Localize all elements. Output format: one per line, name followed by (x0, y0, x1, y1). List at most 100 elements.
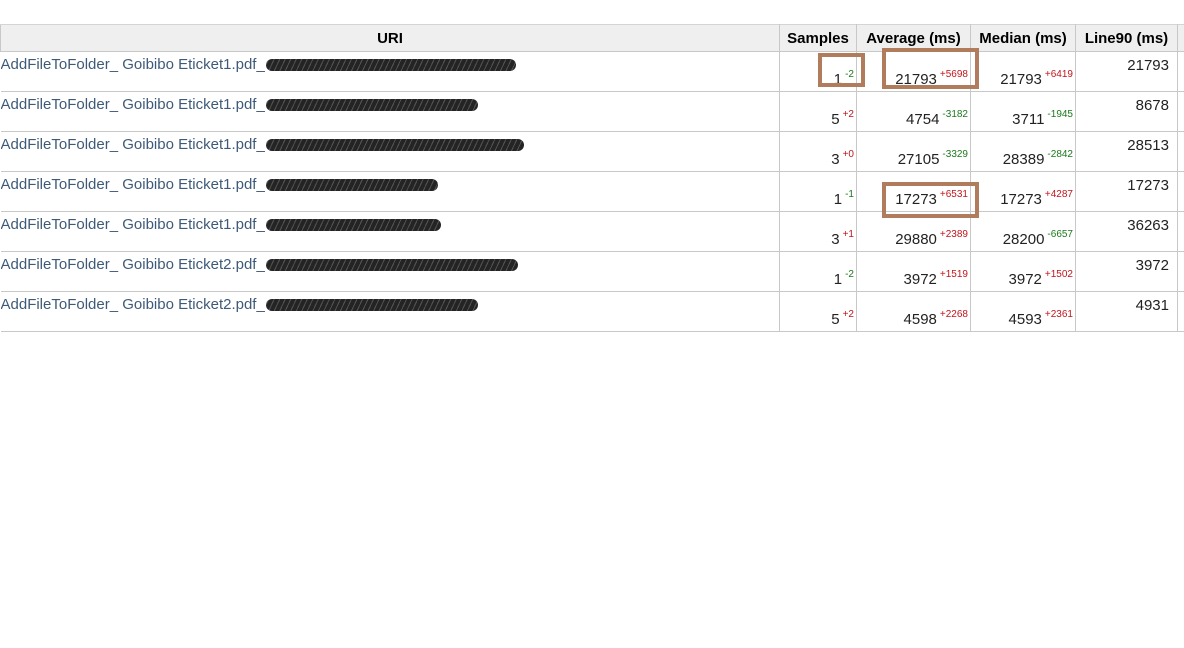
average-cell: 3972 +1519 (856, 251, 971, 292)
samples-cell: 1 -2 (779, 251, 857, 292)
average-delta: +2389 (939, 229, 968, 240)
overflow-cell (1177, 131, 1184, 172)
samples-value: 3 (831, 151, 840, 168)
table-row[interactable]: AddFileToFolder_ Goibibo Eticket1.pdf_ 3 +… (0, 131, 1184, 172)
overflow-cell (1177, 211, 1184, 252)
overflow-cell (1177, 171, 1184, 212)
table-row[interactable]: AddFileToFolder_ Goibibo Eticket1.pdf_ 1-… (0, 171, 1184, 212)
samples-cell: 1 -1 (779, 171, 857, 212)
samples-delta: +2 (842, 309, 854, 320)
median-delta: -2842 (1047, 149, 1073, 160)
line90-cell: 3972 (1075, 251, 1178, 292)
uri-link[interactable]: AddFileToFolder_ Goibibo Eticket1.pdf_ (0, 216, 265, 233)
median-value: 28200 (1002, 231, 1045, 248)
uri-link[interactable]: AddFileToFolder_ Goibibo Eticket2.pdf_ (0, 296, 265, 313)
samples-value: 1 (833, 191, 843, 208)
line90-cell: 17273 (1075, 171, 1178, 212)
average-cell: 29880 +2389 (856, 211, 971, 252)
median-delta: +2361 (1044, 309, 1073, 320)
uri-cell[interactable]: AddFileToFolder_ Goibibo Eticket1.pdf_ (0, 51, 780, 92)
table-row[interactable]: AddFileToFolder_ Goibibo Eticket1.pdf_ 3 +… (0, 211, 1184, 252)
average-delta: +1519 (939, 269, 968, 280)
median-cell: 3711 -1945 (970, 91, 1076, 132)
average-cell: 4754 -3182 (856, 91, 971, 132)
samples-delta: +2 (842, 109, 854, 120)
uri-link[interactable]: AddFileToFolder_ Goibibo Eticket1.pdf_ (0, 96, 265, 113)
average-value: 21793 (895, 71, 937, 88)
average-delta: -3182 (942, 109, 968, 120)
average-value: 29880 (895, 231, 937, 248)
average-cell: 17273 +6531 (856, 171, 971, 212)
header-line90[interactable]: Line90 (ms) (1075, 24, 1178, 52)
median-value: 3972 (1008, 271, 1042, 288)
median-value: 4593 (1008, 311, 1042, 328)
average-cell: 21793 +5698 (856, 51, 971, 92)
median-delta: +1502 (1044, 269, 1073, 280)
table-row[interactable]: AddFileToFolder_ Goibibo Eticket2.pdf_ 5 +… (0, 291, 1184, 332)
median-cell: 4593 +2361 (970, 291, 1076, 332)
line90-value: 21793 (1127, 57, 1169, 74)
line90-value: 17273 (1127, 177, 1169, 194)
uri-cell[interactable]: AddFileToFolder_ Goibibo Eticket2.pdf_ (0, 251, 780, 292)
uri-link[interactable]: AddFileToFolder_ Goibibo Eticket1.pdf_ (0, 176, 265, 193)
redacted-email-scribble (265, 179, 438, 192)
header-row: URI Samples Average (ms) Median (ms) Lin… (0, 24, 1184, 52)
line90-value: 36263 (1127, 217, 1169, 234)
average-cell: 27105 -3329 (856, 131, 971, 172)
redacted-email-scribble (265, 259, 518, 272)
redacted-email-scribble (265, 299, 478, 312)
average-value: 4754 (906, 111, 940, 128)
line90-value: 4931 (1135, 297, 1169, 314)
line90-cell: 4931 (1075, 291, 1178, 332)
uri-cell[interactable]: AddFileToFolder_ Goibibo Eticket1.pdf_ (0, 131, 780, 172)
median-cell: 28200 -6657 (970, 211, 1076, 252)
overflow-cell (1177, 91, 1184, 132)
redacted-email-scribble (265, 99, 478, 112)
line90-value: 8678 (1135, 97, 1169, 114)
overflow-cell (1177, 251, 1184, 292)
samples-value: 3 (831, 231, 840, 248)
header-uri[interactable]: URI (0, 24, 780, 52)
average-value: 27105 (897, 151, 940, 168)
table-row[interactable]: AddFileToFolder_ Goibibo Eticket2.pdf_ 1-… (0, 251, 1184, 292)
uri-cell[interactable]: AddFileToFolder_ Goibibo Eticket1.pdf_ (0, 171, 780, 212)
line90-value: 3972 (1135, 257, 1169, 274)
median-delta: +6419 (1044, 69, 1073, 80)
median-cell: 3972 +1502 (970, 251, 1076, 292)
uri-link[interactable]: AddFileToFolder_ Goibibo Eticket1.pdf_ (0, 56, 265, 73)
line90-value: 28513 (1127, 137, 1169, 154)
overflow-cell (1177, 291, 1184, 332)
uri-cell[interactable]: AddFileToFolder_ Goibibo Eticket2.pdf_ (0, 291, 780, 332)
average-delta: -3329 (942, 149, 968, 160)
uri-link[interactable]: AddFileToFolder_ Goibibo Eticket1.pdf_ (0, 136, 265, 153)
samples-cell: 3 +1 (779, 211, 857, 252)
line90-cell: 28513 (1075, 131, 1178, 172)
median-cell: 28389 -2842 (970, 131, 1076, 172)
line90-cell: 21793 (1075, 51, 1178, 92)
median-delta: +4287 (1044, 189, 1073, 200)
uri-link[interactable]: AddFileToFolder_ Goibibo Eticket2.pdf_ (0, 256, 265, 273)
samples-delta: +0 (842, 149, 854, 160)
line90-cell: 8678 (1075, 91, 1178, 132)
overflow-cell (1177, 51, 1184, 92)
samples-cell: 5 +2 (779, 91, 857, 132)
median-value: 21793 (1000, 71, 1042, 88)
header-average[interactable]: Average (ms) (856, 24, 971, 52)
average-cell: 4598 +2268 (856, 291, 971, 332)
redacted-email-scribble (265, 139, 524, 152)
average-value: 3972 (903, 271, 937, 288)
median-cell: 17273 +4287 (970, 171, 1076, 212)
average-delta: +2268 (939, 309, 968, 320)
median-value: 28389 (1002, 151, 1045, 168)
table-row[interactable]: AddFileToFolder_ Goibibo Eticket1.pdf_ 5 +… (0, 91, 1184, 132)
table-row[interactable]: AddFileToFolder_ Goibibo Eticket1.pdf_ 1-… (0, 51, 1184, 92)
header-samples[interactable]: Samples (779, 24, 857, 52)
header-median[interactable]: Median (ms) (970, 24, 1076, 52)
average-delta: +5698 (939, 69, 968, 80)
uri-cell[interactable]: AddFileToFolder_ Goibibo Eticket1.pdf_ (0, 91, 780, 132)
redacted-email-scribble (265, 59, 516, 72)
redacted-email-scribble (265, 219, 441, 232)
average-value: 4598 (903, 311, 937, 328)
samples-delta: -2 (845, 269, 854, 280)
uri-cell[interactable]: AddFileToFolder_ Goibibo Eticket1.pdf_ (0, 211, 780, 252)
